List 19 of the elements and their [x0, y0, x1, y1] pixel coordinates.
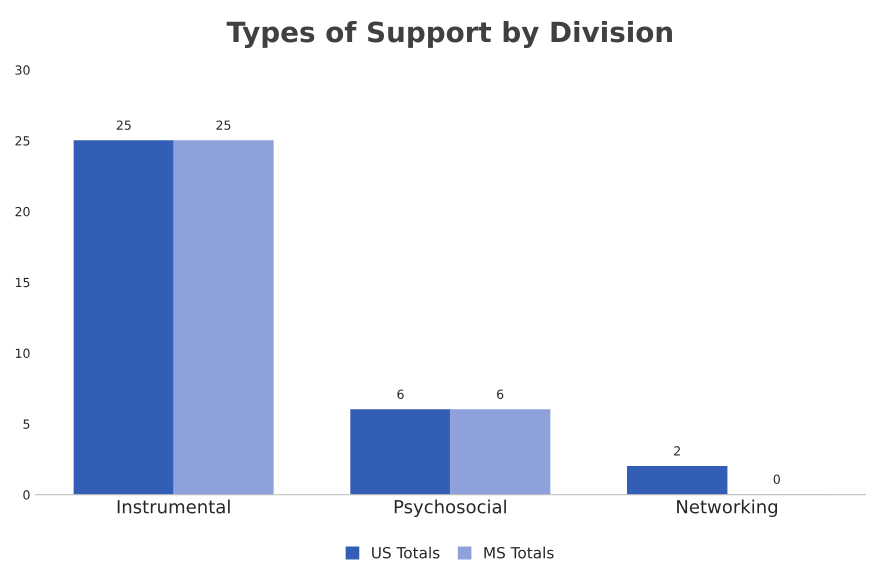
chart-title: Types of Support by Division: [226, 20, 672, 48]
data-label: 6: [497, 390, 504, 399]
y-tick-label: 5: [23, 420, 30, 429]
x-tick-label: Networking: [677, 500, 778, 518]
legend-label: MS Totals: [484, 546, 554, 559]
legend-label: US Totals: [372, 546, 440, 559]
x-tick-label: Instrumental: [118, 500, 230, 514]
x-tick-label: Psychosocial: [394, 500, 506, 518]
y-tick-label: 15: [16, 278, 30, 288]
y-tick-label: 10: [16, 348, 30, 358]
y-tick-label: 0: [23, 490, 30, 500]
data-label: 6: [397, 390, 404, 399]
data-label: 2: [674, 446, 680, 456]
data-label: 25: [116, 120, 131, 130]
y-tick-label: 30: [16, 65, 30, 75]
data-label: 25: [216, 120, 230, 130]
data-label: 0: [774, 474, 780, 484]
y-tick-label: 20: [15, 206, 30, 216]
y-tick-label: 25: [15, 136, 30, 146]
